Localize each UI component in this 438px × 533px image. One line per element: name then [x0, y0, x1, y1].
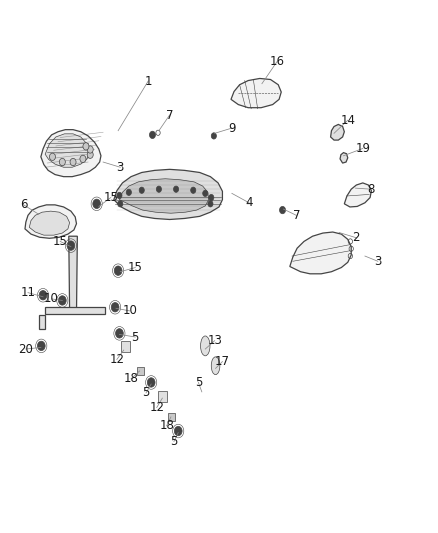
Text: 10: 10 [44, 293, 59, 305]
Text: 17: 17 [215, 355, 230, 368]
Circle shape [147, 378, 155, 387]
Circle shape [116, 329, 123, 338]
Text: 20: 20 [18, 343, 33, 356]
Text: 5: 5 [142, 386, 150, 399]
Polygon shape [121, 341, 130, 352]
Polygon shape [344, 183, 371, 207]
Circle shape [139, 187, 144, 193]
Circle shape [173, 186, 179, 192]
Text: 14: 14 [340, 114, 355, 127]
Polygon shape [231, 78, 281, 108]
Text: 12: 12 [110, 353, 124, 366]
Text: 19: 19 [355, 142, 370, 155]
Circle shape [191, 187, 196, 193]
Circle shape [203, 190, 208, 197]
Polygon shape [25, 205, 77, 238]
Circle shape [39, 290, 47, 300]
Text: 4: 4 [245, 196, 253, 209]
Circle shape [117, 192, 122, 199]
Text: 3: 3 [117, 161, 124, 174]
Circle shape [279, 206, 286, 214]
Polygon shape [331, 124, 344, 140]
Circle shape [149, 131, 155, 139]
Polygon shape [340, 152, 348, 163]
Circle shape [67, 241, 75, 251]
Polygon shape [69, 236, 78, 313]
Circle shape [111, 303, 119, 312]
Polygon shape [114, 169, 223, 220]
Ellipse shape [211, 357, 220, 375]
Circle shape [114, 266, 122, 276]
Circle shape [118, 201, 123, 207]
Circle shape [208, 195, 214, 201]
Polygon shape [290, 232, 351, 274]
Text: 7: 7 [293, 209, 300, 222]
Text: 13: 13 [207, 334, 222, 347]
Text: 6: 6 [20, 198, 28, 212]
Circle shape [208, 201, 213, 207]
Text: 16: 16 [269, 55, 284, 68]
Circle shape [87, 151, 93, 158]
Circle shape [70, 158, 76, 166]
Text: 15: 15 [53, 235, 67, 248]
Text: 10: 10 [122, 304, 137, 317]
Polygon shape [120, 179, 208, 213]
Text: 2: 2 [353, 231, 360, 244]
Polygon shape [29, 211, 70, 235]
Circle shape [126, 189, 131, 196]
Circle shape [37, 341, 45, 351]
Circle shape [93, 199, 101, 208]
Text: 5: 5 [195, 376, 202, 389]
Polygon shape [39, 314, 45, 329]
Text: 12: 12 [149, 401, 164, 414]
Text: 1: 1 [145, 75, 152, 87]
Text: 5: 5 [131, 330, 139, 343]
Circle shape [80, 155, 86, 163]
Text: 8: 8 [367, 183, 375, 196]
Text: 18: 18 [159, 419, 174, 432]
Circle shape [49, 153, 56, 160]
Polygon shape [45, 134, 89, 167]
Circle shape [211, 133, 216, 139]
Circle shape [58, 296, 66, 305]
Text: 18: 18 [124, 373, 138, 385]
Ellipse shape [201, 336, 210, 356]
Circle shape [87, 146, 93, 153]
Polygon shape [168, 413, 175, 421]
Polygon shape [41, 130, 101, 176]
Circle shape [174, 426, 182, 436]
Circle shape [156, 186, 162, 192]
Polygon shape [137, 367, 144, 375]
Polygon shape [158, 391, 166, 402]
Text: 15: 15 [103, 191, 118, 204]
Text: 7: 7 [166, 109, 173, 122]
Circle shape [83, 143, 89, 150]
Text: 15: 15 [128, 261, 143, 274]
Text: 9: 9 [228, 122, 236, 134]
Text: 11: 11 [21, 286, 35, 299]
Text: 5: 5 [170, 435, 178, 448]
Text: 3: 3 [374, 255, 381, 268]
Polygon shape [45, 307, 105, 313]
Circle shape [59, 158, 65, 166]
